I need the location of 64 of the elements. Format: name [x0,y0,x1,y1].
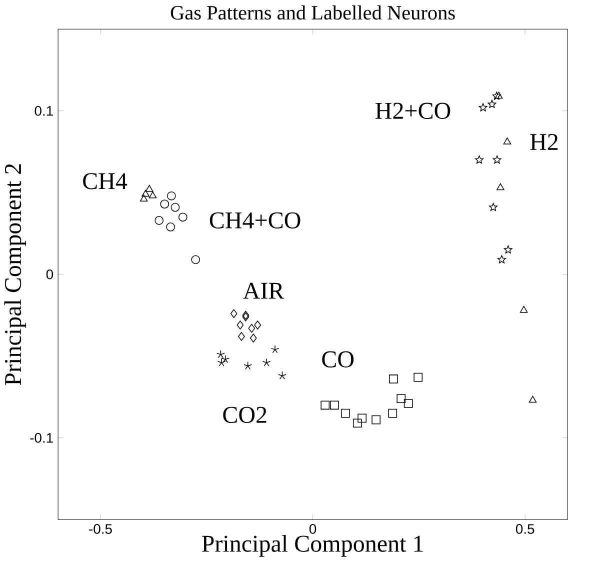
point [528,396,537,403]
series-label: CO2 [223,406,266,424]
x-tick-label: -0.5 [89,524,112,534]
point [160,200,170,209]
point [404,399,413,408]
point [414,372,423,382]
point [352,418,362,428]
series-label: CH4+CO [210,212,300,229]
point [154,216,164,225]
chart-title: Gas Patterns and Labelled Neurons [170,5,455,20]
point [170,202,180,212]
point [167,192,176,200]
point [478,103,488,112]
point [270,345,280,354]
point [520,306,528,313]
point [217,358,226,366]
point [238,332,245,341]
point [488,100,496,108]
point [358,414,366,423]
point [142,190,150,197]
point [254,320,262,330]
point [216,350,225,358]
point [221,355,230,364]
point [320,400,330,410]
x-axis-title: Principal Component 1 [202,535,423,557]
series-label: H2+CO [376,102,450,120]
point [236,320,244,330]
point [244,362,252,370]
y-tick-label: -0.1 [30,432,53,443]
point [330,400,339,410]
point [492,92,501,100]
point [341,408,350,418]
point [145,184,154,192]
point [503,138,512,144]
point [250,334,257,343]
series-label: CH4 [83,173,128,190]
point [230,309,238,318]
x-tick-label: 0 [309,524,316,534]
point [492,156,502,164]
point [262,358,271,366]
point [372,415,380,424]
point [191,255,200,264]
point [396,394,406,404]
y-axis-title: Principal Component 2 [4,164,26,386]
point [504,245,512,254]
series-label: H2 [530,134,558,150]
point [178,212,188,222]
point [494,92,503,99]
y-tick-label: 0.1 [34,106,53,116]
y-tick-label: 0 [46,270,54,280]
point [140,194,148,202]
point [388,408,398,418]
point [248,324,256,333]
point [496,183,504,190]
point [148,192,157,198]
series-label: CO [322,351,354,368]
point [278,371,286,380]
point [475,156,484,164]
point [489,202,498,212]
point [166,222,176,232]
point [498,255,506,264]
point [389,374,398,384]
x-tick-label: 0.5 [516,524,534,534]
series-label: AIR [243,282,284,299]
